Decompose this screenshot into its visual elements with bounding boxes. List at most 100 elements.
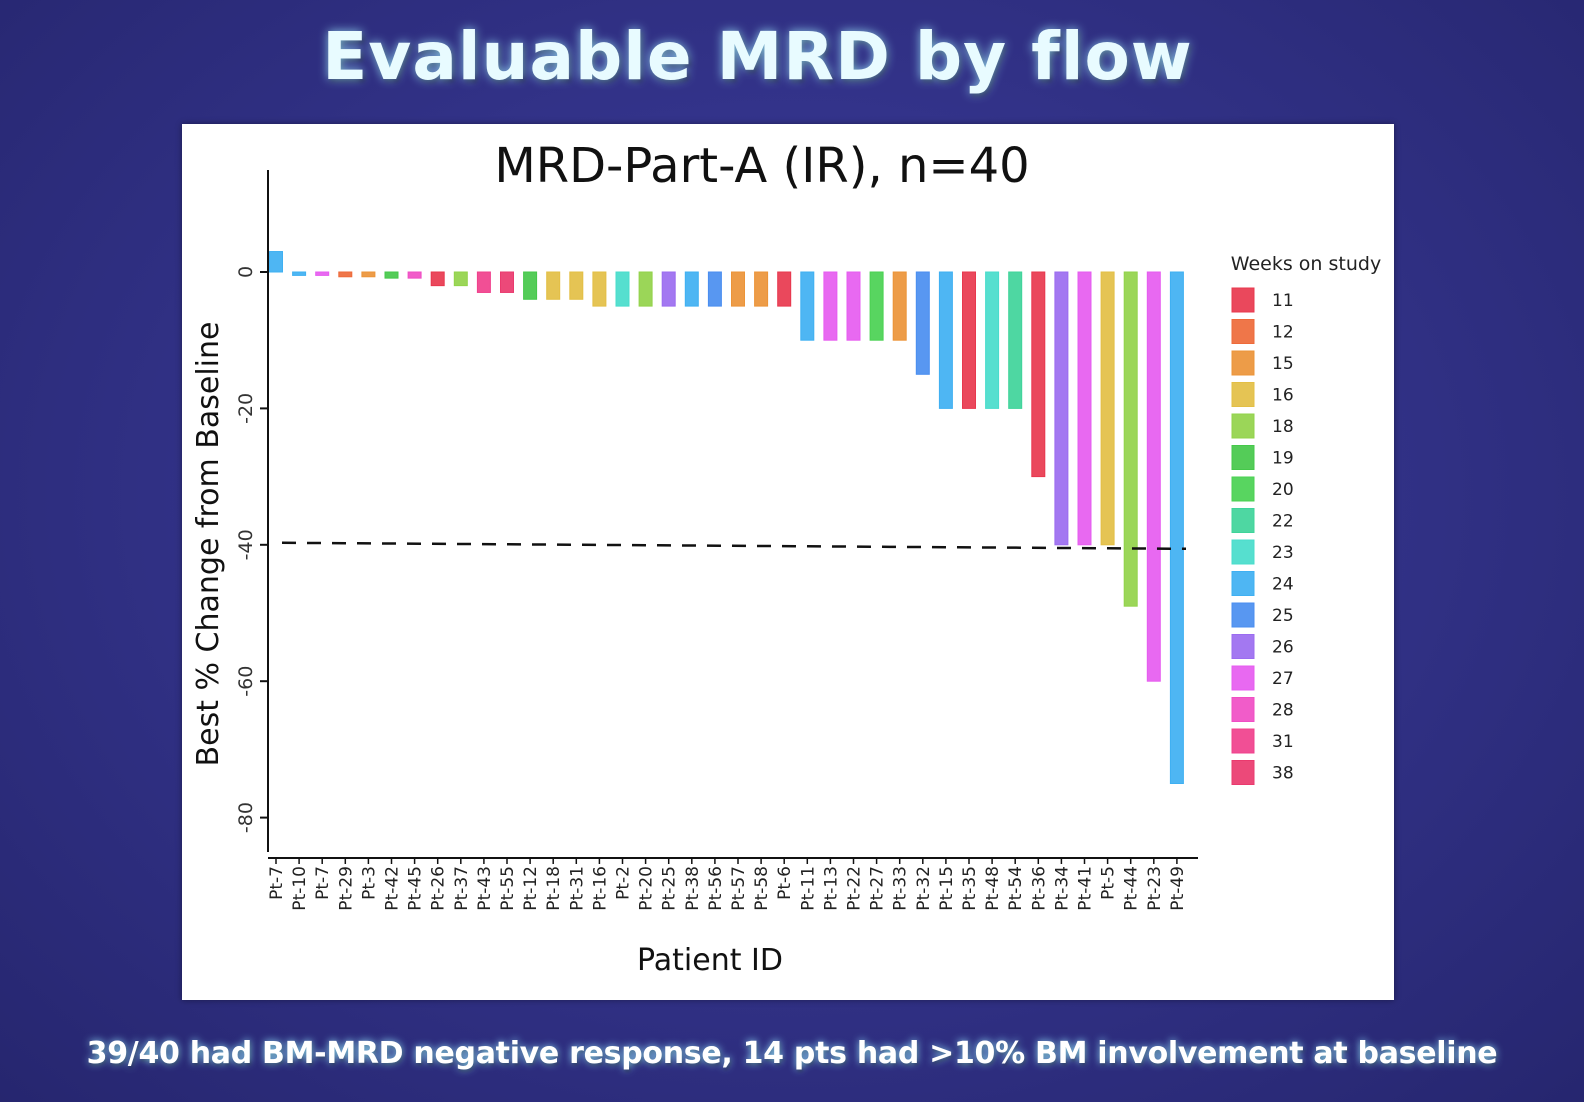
bar-pt-33 [892,271,907,341]
y-tick-label: -80 [235,802,257,833]
x-tick-label: Pt-26 [429,866,449,911]
legend-swatch-22 [1231,508,1255,533]
legend-swatch-16 [1231,382,1255,407]
x-tick-label: Pt-58 [752,866,772,911]
x-tick-label: Pt-38 [683,866,703,911]
legend-swatch-20 [1231,476,1255,502]
bar-pt-26 [430,271,445,287]
x-tick-label: Pt-48 [983,866,1003,911]
footer-note: 39/40 had BM-MRD negative response, 14 p… [86,1036,1498,1071]
bar-pt-7 [315,271,330,276]
legend-swatch-11 [1231,287,1255,313]
x-tick-label: Pt-43 [475,866,495,911]
bar-pt-32 [915,271,930,375]
bar-pt-49 [1169,271,1184,784]
bar-pt-3 [361,271,376,278]
bars-group [269,251,1184,784]
x-axis-title: Patient ID [637,943,783,978]
x-tick-label: Pt-10 [290,866,310,911]
x-tick-label: Pt-27 [868,866,888,911]
y-tick-label: -60 [235,666,257,697]
threshold-dashed-line [281,541,1187,551]
x-tick-label: Pt-55 [498,866,518,911]
x-tick-label: Pt-12 [521,866,541,911]
bar-pt-35 [962,271,976,409]
legend-label-31: 31 [1272,732,1294,752]
legend-label-16: 16 [1272,386,1294,406]
legend-swatch-27 [1231,665,1255,691]
x-tick-label: Pt-7 [313,866,333,900]
bar-pt-58 [754,271,769,307]
x-tick-label: Pt-37 [452,866,472,911]
bar-pt-22 [846,271,861,341]
legend-label-26: 26 [1272,638,1294,658]
x-tick-label: Pt-13 [821,866,841,911]
mrd-bar-chart: MRD-Part-A (IR), n=40 0 -20 -40 -60 -80 Pt-7… [191,138,1381,978]
bar-pt-41 [1077,271,1092,546]
legend-swatch-24 [1231,571,1255,596]
bar-pt-38 [684,271,699,307]
legend-swatch-15 [1231,350,1255,376]
bar-pt-44 [1123,271,1138,607]
x-tick-label: Pt-29 [336,866,356,911]
x-tick-label: Pt-16 [590,866,610,911]
bar-pt-34 [1054,271,1069,546]
bar-pt-15 [938,271,953,409]
y-axis-ticks: 0 -20 -40 -60 -80 [235,266,268,833]
legend-swatch-18 [1231,413,1255,439]
bar-pt-23 [1146,271,1161,682]
bar-pt-7 [269,251,283,273]
legend-label-23: 23 [1272,543,1294,563]
bar-pt-57 [731,271,745,307]
x-tick-label: Pt-7 [267,866,287,900]
bar-pt-12 [523,271,538,300]
legend: 11 12 15 16 18 19 20 22 23 24 25 26 27 28 31 38 [1231,287,1294,785]
x-tick-label: Pt-56 [706,866,726,911]
bar-pt-31 [569,271,584,300]
x-tick-label: Pt-31 [567,866,587,911]
legend-label-15: 15 [1272,354,1294,374]
x-tick-label: Pt-15 [937,866,957,911]
bar-pt-43 [476,271,491,293]
x-tick-label: Pt-34 [1052,866,1072,911]
legend-swatch-25 [1231,602,1255,628]
y-tick-label: 0 [235,266,257,278]
legend-swatch-19 [1231,445,1255,470]
x-tick-label: Pt-36 [1029,866,1049,911]
bar-pt-54 [1008,271,1023,409]
x-tick-label: Pt-49 [1168,866,1188,911]
x-tick-label: Pt-23 [1145,866,1165,911]
chart-title: MRD-Part-A (IR), n=40 [494,138,1029,194]
bar-pt-25 [661,271,676,307]
bar-pt-29 [338,271,353,278]
x-tick-label: Pt-22 [845,866,865,911]
x-tick-label: Pt-41 [1076,866,1096,911]
bar-pt-36 [1031,271,1046,478]
x-tick-label: Pt-6 [775,866,795,900]
x-tick-label: Pt-35 [960,866,980,911]
legend-swatch-31 [1231,728,1255,754]
chart-panel: MRD-Part-A (IR), n=40 0 -20 -40 -60 -80 Pt-7… [182,124,1394,1000]
bar-pt-48 [985,271,1000,409]
x-axis-tick-labels: Pt-7 Pt-10 Pt-7 Pt-29 Pt-3 Pt-42 Pt-45 Pt-26 Pt-… [267,858,1188,911]
x-tick-label: Pt-44 [1122,866,1142,911]
legend-label-28: 28 [1272,701,1294,721]
y-tick-label: -20 [235,393,257,424]
legend-label-38: 38 [1272,764,1294,784]
legend-swatch-26 [1231,634,1255,659]
x-tick-label: Pt-2 [614,866,634,900]
bar-pt-42 [384,271,399,279]
bar-pt-5 [1100,271,1115,546]
slide-title: Evaluable MRD by flow [322,18,1193,95]
x-tick-label: Pt-20 [637,866,657,911]
legend-label-25: 25 [1272,606,1294,626]
legend-label-22: 22 [1272,512,1294,532]
x-tick-label: Pt-11 [798,866,818,911]
y-tick-label: -40 [235,529,257,560]
legend-swatch-28 [1231,697,1255,722]
bar-pt-10 [292,271,307,276]
bar-pt-2 [615,271,630,307]
legend-label-19: 19 [1272,449,1294,469]
legend-swatch-23 [1231,539,1255,565]
bar-pt-16 [592,271,607,307]
